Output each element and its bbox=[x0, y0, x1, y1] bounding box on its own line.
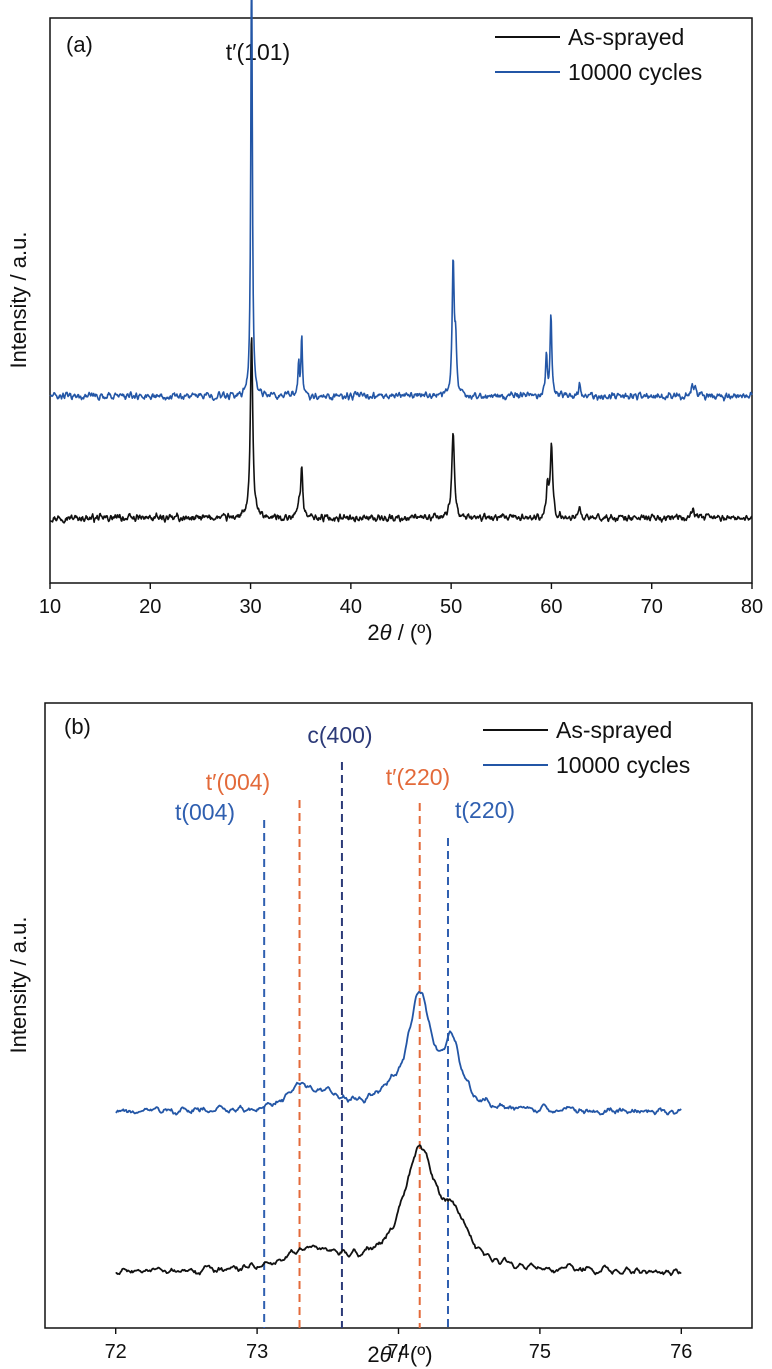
legend-label-10000-cycles-a: 10000 cycles bbox=[568, 59, 702, 85]
x-axis-label-b: 2θ / (º) bbox=[367, 1342, 432, 1367]
legend-b: As-sprayed 10000 cycles bbox=[483, 717, 690, 778]
legend-label-as-sprayed-b: As-sprayed bbox=[556, 717, 672, 743]
panel-label-a: (a) bbox=[66, 32, 93, 57]
reference-label-1: t′(004) bbox=[206, 769, 270, 795]
x-tick-label-a: 40 bbox=[340, 596, 362, 618]
x-ticks-b: 72 73 74 75 76 bbox=[105, 1328, 692, 1363]
x-tick-label-b: 76 bbox=[670, 1341, 692, 1363]
x-tick-label-a: 50 bbox=[440, 596, 462, 618]
series-line-as-sprayed-b bbox=[115, 1144, 682, 1277]
series-line-10000-cycles-a bbox=[49, 0, 753, 402]
y-axis-label-a: Intensity / a.u. bbox=[6, 232, 31, 369]
x-tick-label-b: 75 bbox=[529, 1341, 551, 1363]
x-tick-label-a: 10 bbox=[39, 596, 61, 618]
reference-label-3: t′(220) bbox=[386, 764, 450, 790]
x-tick-label-a: 30 bbox=[239, 596, 261, 618]
series-a bbox=[49, 0, 753, 524]
series-b bbox=[115, 991, 682, 1277]
x-tick-label-b: 74 bbox=[387, 1341, 409, 1363]
legend-label-10000-cycles-b: 10000 cycles bbox=[556, 752, 690, 778]
legend-label-as-sprayed-a: As-sprayed bbox=[568, 24, 684, 50]
reference-lines-b: t(004) t′(004) c(400) t′(220)t(220) bbox=[175, 722, 515, 1328]
x-ticks-a: 10 20 30 40 50 60 70 80 bbox=[39, 583, 763, 618]
x-tick-label-b: 73 bbox=[246, 1341, 268, 1363]
reference-label-0: t(004) bbox=[175, 799, 235, 825]
reference-label-4: t(220) bbox=[455, 797, 515, 823]
panel-label-b: (b) bbox=[64, 714, 91, 739]
peak-annotation-t101: t′(101) bbox=[226, 39, 290, 65]
legend-a: As-sprayed 10000 cycles bbox=[495, 24, 702, 85]
y-axis-label-b: Intensity / a.u. bbox=[6, 917, 31, 1054]
panel-b: (b) As-sprayed 10000 cycles t(004) t′(004… bbox=[6, 702, 753, 1367]
x-tick-label-a: 80 bbox=[741, 596, 763, 618]
plot-frame-a bbox=[49, 17, 753, 584]
series-line-10000-cycles-b bbox=[115, 991, 682, 1116]
x-tick-label-b: 72 bbox=[105, 1341, 127, 1363]
series-line-as-sprayed-a bbox=[49, 337, 753, 524]
reference-label-2: c(400) bbox=[307, 722, 372, 748]
x-tick-label-a: 70 bbox=[641, 596, 663, 618]
plot-frame-b bbox=[44, 702, 753, 1329]
panel-a: (a) t′(101) As-sprayed 10000 cycles 10 20… bbox=[6, 0, 763, 645]
x-tick-label-a: 60 bbox=[540, 596, 562, 618]
x-tick-label-a: 20 bbox=[139, 596, 161, 618]
x-axis-label-a: 2θ / (º) bbox=[367, 620, 432, 645]
